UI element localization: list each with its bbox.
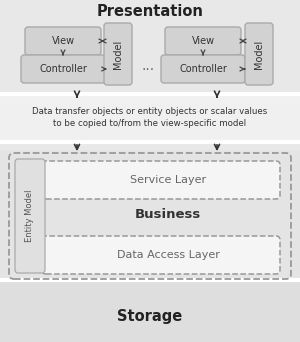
FancyBboxPatch shape xyxy=(104,23,132,85)
FancyBboxPatch shape xyxy=(42,161,280,199)
Text: View: View xyxy=(191,36,214,46)
FancyBboxPatch shape xyxy=(245,23,273,85)
Text: Service Layer: Service Layer xyxy=(130,175,206,185)
Text: View: View xyxy=(51,36,75,46)
Text: Controller: Controller xyxy=(39,64,87,74)
Text: Presentation: Presentation xyxy=(97,4,203,19)
Bar xyxy=(0,0,300,94)
Bar xyxy=(0,280,300,290)
FancyBboxPatch shape xyxy=(165,27,241,55)
FancyBboxPatch shape xyxy=(21,55,105,83)
Text: Entity Model: Entity Model xyxy=(26,190,34,242)
Text: Business: Business xyxy=(135,209,201,222)
FancyBboxPatch shape xyxy=(15,159,45,273)
Text: Controller: Controller xyxy=(179,64,227,74)
Text: Data Access Layer: Data Access Layer xyxy=(117,250,219,260)
Text: to be copied to/from the view-specific model: to be copied to/from the view-specific m… xyxy=(53,119,247,129)
FancyBboxPatch shape xyxy=(161,55,245,83)
FancyBboxPatch shape xyxy=(25,27,101,55)
Text: Model: Model xyxy=(113,39,123,69)
Text: Data transfer objects or entity objects or scalar values: Data transfer objects or entity objects … xyxy=(32,107,268,117)
FancyBboxPatch shape xyxy=(42,236,280,274)
Bar xyxy=(0,94,300,142)
Bar xyxy=(0,290,300,342)
Bar xyxy=(0,150,300,280)
Text: Storage: Storage xyxy=(117,308,183,324)
Text: ...: ... xyxy=(141,59,154,73)
Text: Model: Model xyxy=(254,39,264,69)
